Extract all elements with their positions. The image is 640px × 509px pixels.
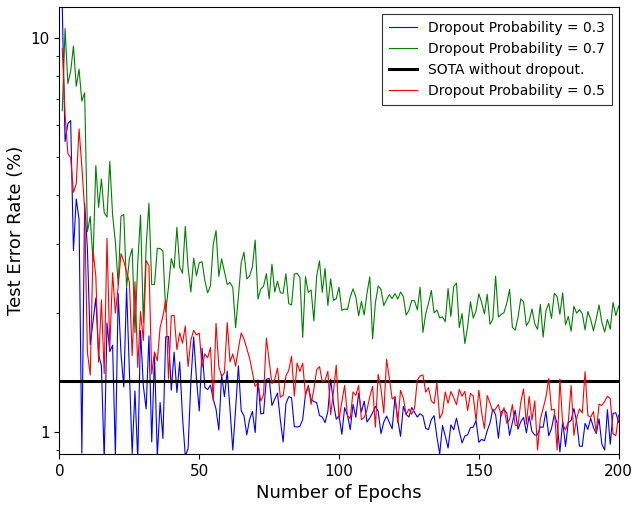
SOTA without dropout. — [58, 378, 66, 384]
Dropout Probability = 0.7 — [209, 242, 217, 248]
Dropout Probability = 0.5 — [207, 345, 214, 351]
Dropout Probability = 0.7 — [58, 108, 66, 114]
Dropout Probability = 0.7 — [84, 229, 92, 235]
Dropout Probability = 0.5 — [615, 412, 623, 418]
Dropout Probability = 0.5 — [81, 206, 88, 212]
Dropout Probability = 0.7 — [95, 204, 102, 210]
Dropout Probability = 0.5 — [589, 409, 597, 415]
Line: Dropout Probability = 0.5: Dropout Probability = 0.5 — [62, 48, 619, 450]
Dropout Probability = 0.3 — [92, 295, 100, 301]
Dropout Probability = 0.3 — [164, 333, 172, 340]
Dropout Probability = 0.5 — [570, 432, 578, 438]
Dropout Probability = 0.3 — [589, 425, 597, 431]
Dropout Probability = 0.7 — [461, 341, 468, 347]
Dropout Probability = 0.3 — [209, 396, 217, 402]
Line: Dropout Probability = 0.3: Dropout Probability = 0.3 — [62, 7, 619, 460]
Dropout Probability = 0.7 — [615, 303, 623, 309]
Dropout Probability = 0.5 — [92, 273, 100, 279]
Legend: Dropout Probability = 0.3, Dropout Probability = 0.7, SOTA without dropout., Dro: Dropout Probability = 0.3, Dropout Proba… — [382, 14, 612, 105]
X-axis label: Number of Epochs: Number of Epochs — [256, 484, 422, 502]
Dropout Probability = 0.5 — [162, 297, 170, 303]
Dropout Probability = 0.7 — [61, 25, 69, 32]
Y-axis label: Test Error Rate (%): Test Error Rate (%) — [7, 146, 25, 315]
Dropout Probability = 0.3 — [570, 406, 578, 412]
Dropout Probability = 0.3 — [100, 457, 108, 463]
Dropout Probability = 0.7 — [573, 310, 580, 316]
Dropout Probability = 0.3 — [81, 200, 88, 206]
Dropout Probability = 0.5 — [534, 447, 541, 453]
Dropout Probability = 0.7 — [164, 284, 172, 290]
Dropout Probability = 0.5 — [58, 45, 66, 51]
Line: Dropout Probability = 0.7: Dropout Probability = 0.7 — [62, 29, 619, 344]
SOTA without dropout. — [56, 378, 63, 384]
Dropout Probability = 0.3 — [58, 4, 66, 10]
Dropout Probability = 0.7 — [593, 316, 600, 322]
Dropout Probability = 0.3 — [615, 419, 623, 426]
